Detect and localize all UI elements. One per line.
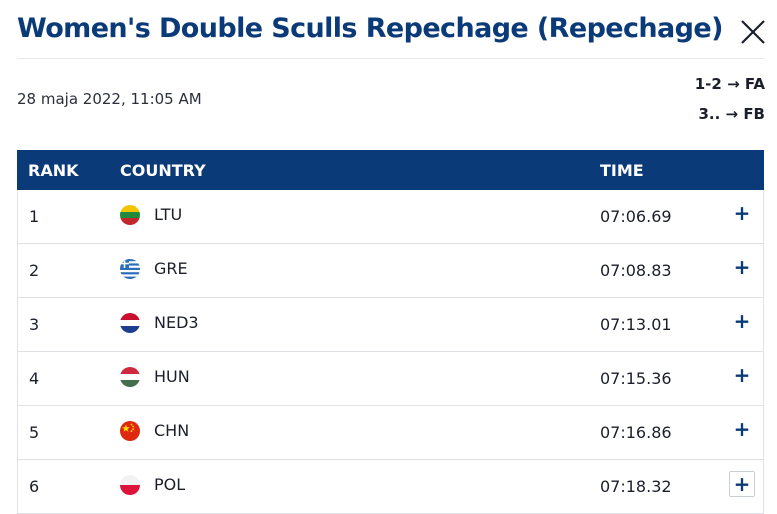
column-header-time: TIME: [600, 161, 644, 180]
page-title: Women's Double Sculls Repechage (Repecha…: [17, 13, 723, 44]
time-cell: 07:08.83: [600, 261, 672, 280]
time-cell: 07:06.69: [600, 207, 672, 226]
expand-row-button[interactable]: +: [729, 471, 755, 497]
time-cell: 07:13.01: [600, 315, 672, 334]
table-row: 3 NED3 07:13.01 +: [17, 298, 764, 352]
expand-row-button[interactable]: +: [733, 363, 751, 387]
greece-flag-icon: [120, 259, 140, 279]
table-row: 1 LTU 07:06.69 +: [17, 190, 764, 244]
table-row: 5 CHN 07:16.86 +: [17, 406, 764, 460]
china-flag-icon: [120, 421, 140, 441]
netherlands-flag-icon: [120, 313, 140, 333]
rank-cell: 6: [29, 477, 40, 496]
country-cell: POL: [154, 475, 186, 494]
hungary-flag-icon: [120, 367, 140, 387]
column-header-country: COUNTRY: [120, 161, 206, 180]
header-divider: [17, 58, 764, 59]
column-header-rank: RANK: [28, 161, 79, 180]
time-cell: 07:16.86: [600, 423, 672, 442]
rank-cell: 1: [29, 207, 40, 226]
rank-cell: 5: [29, 423, 40, 442]
table-header: RANK COUNTRY TIME: [17, 150, 764, 190]
expand-row-button[interactable]: +: [733, 309, 751, 333]
qualification-rule-fb: 3.. → FB: [698, 105, 765, 123]
country-cell: CHN: [154, 421, 190, 440]
qualification-rule-fa: 1-2 → FA: [694, 75, 765, 93]
table-row: 6 POL 07:18.32 +: [17, 460, 764, 514]
rank-cell: 2: [29, 261, 40, 280]
lithuania-flag-icon: [120, 205, 140, 225]
country-cell: HUN: [154, 367, 190, 386]
table-row: 2 GRE 07:08.83 +: [17, 244, 764, 298]
close-icon[interactable]: [738, 17, 768, 47]
time-cell: 07:15.36: [600, 369, 672, 388]
rank-cell: 3: [29, 315, 40, 334]
expand-row-button[interactable]: +: [733, 255, 751, 279]
time-cell: 07:18.32: [600, 477, 672, 496]
results-table: RANK COUNTRY TIME 1 LTU 07:06.69 + 2: [17, 150, 764, 514]
table-row: 4 HUN 07:15.36 +: [17, 352, 764, 406]
country-cell: NED3: [154, 313, 199, 332]
expand-row-button[interactable]: +: [733, 417, 751, 441]
rank-cell: 4: [29, 369, 40, 388]
race-date: 28 maja 2022, 11:05 AM: [17, 90, 202, 108]
country-cell: GRE: [154, 259, 188, 278]
expand-row-button[interactable]: +: [733, 201, 751, 225]
poland-flag-icon: [120, 475, 140, 495]
country-cell: LTU: [154, 205, 183, 224]
